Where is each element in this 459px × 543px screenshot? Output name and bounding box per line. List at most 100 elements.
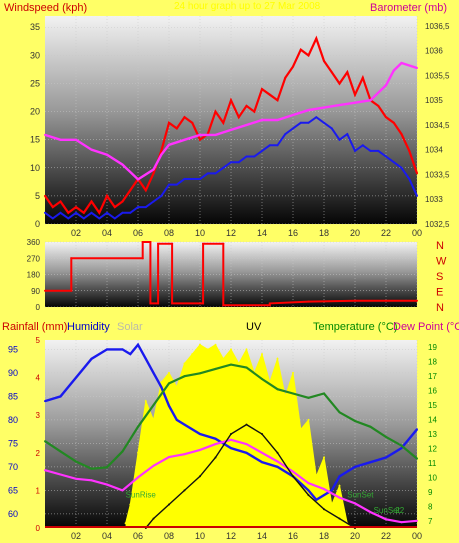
point-gust: [199, 138, 201, 141]
point-dewpoint: [400, 521, 403, 524]
point-dewpoint: [338, 496, 341, 499]
point-humidity: [315, 498, 318, 501]
point-gust: [183, 116, 186, 119]
point-solar: [183, 362, 186, 365]
x-tick-label: 14: [257, 531, 267, 541]
humidity-y-tick-label: 70: [8, 462, 18, 472]
wind-series-group: [44, 35, 419, 220]
point-baro: [106, 153, 108, 156]
wind-x-axis: 02 04 06 08 10 12 14 16 18 20 22 00: [71, 228, 422, 238]
point-baro: [214, 133, 217, 136]
point-gust: [276, 99, 279, 102]
point-speed: [106, 211, 108, 214]
point-gust: [237, 116, 240, 119]
compass-label: E: [436, 287, 443, 299]
rain-y-tick-label: 0: [36, 524, 41, 533]
point-dir: [268, 304, 271, 307]
x-tick-label: 22: [381, 228, 391, 238]
x-tick-label: 18: [319, 531, 329, 541]
direction-y-tick-label: 180: [27, 271, 41, 280]
point-uv: [323, 508, 325, 511]
x-tick-label: 16: [288, 228, 298, 238]
point-speed: [160, 194, 163, 197]
point-speed: [44, 211, 46, 214]
point-speed: [416, 194, 418, 197]
point-humidity: [44, 400, 46, 403]
point-gust: [338, 82, 341, 85]
baro-y-tick-label: 1034: [425, 146, 443, 155]
x-tick-label: 16: [288, 531, 298, 541]
point-dewpoint: [307, 482, 310, 485]
temperature-y-tick-label: 10: [428, 473, 437, 482]
point-speed: [121, 211, 124, 214]
point-baro: [137, 178, 139, 181]
point-speed: [129, 211, 132, 214]
point-speed: [307, 121, 310, 124]
x-tick-label: 08: [164, 531, 174, 541]
point-temperature: [354, 420, 356, 422]
point-solar: [338, 484, 341, 487]
point-uv: [183, 489, 186, 492]
baro-y-tick-label: 1034,5: [425, 121, 450, 130]
point-speed: [222, 166, 225, 169]
point-speed: [214, 172, 217, 175]
point-humidity: [369, 461, 372, 464]
compass-label: W: [436, 256, 447, 268]
temperature-y-tick-label: 11: [428, 459, 437, 468]
series-humidity: [44, 342, 418, 502]
point-humidity: [75, 376, 77, 379]
humidity-left-axis: 60 65 70 75 80 85 90 95: [8, 344, 18, 519]
point-humidity: [152, 371, 155, 374]
point-temperature: [323, 392, 325, 395]
temperature-right-axis: 7 8 9 10 11 12 13 14 15 16 17 18 19: [428, 343, 437, 526]
temperature-y-tick-label: 15: [428, 401, 437, 410]
point-gust: [90, 200, 93, 203]
legend-dewpoint: Dew Point (°C): [393, 321, 459, 333]
point-baro: [307, 109, 310, 112]
point-speed: [284, 133, 287, 136]
point-dewpoint: [137, 476, 139, 479]
point-solar: [284, 395, 287, 398]
point-temperature: [292, 392, 294, 395]
point-gust: [175, 127, 178, 130]
point-temperature: [307, 396, 310, 399]
point-speed: [392, 161, 395, 164]
temperature-y-tick-label: 12: [428, 444, 437, 453]
point-humidity: [59, 395, 62, 398]
point-temperature: [90, 467, 93, 470]
point-gust: [106, 194, 108, 197]
point-humidity: [129, 353, 132, 356]
point-speed: [113, 217, 116, 220]
temperature-y-tick-label: 18: [428, 358, 437, 367]
wind-y-tick-label: 5: [35, 191, 40, 201]
point-dewpoint: [230, 438, 232, 441]
barometer-title: Barometer (mb): [370, 2, 447, 14]
point-gust: [416, 172, 418, 175]
point-speed: [385, 155, 387, 158]
baro-y-tick-label: 1036,5: [425, 22, 450, 31]
direction-grid: [45, 241, 418, 308]
point-humidity: [323, 494, 325, 497]
point-baro: [230, 128, 232, 131]
rain-y-tick-label: 3: [36, 411, 41, 420]
point-dir: [70, 289, 73, 292]
x-tick-label: 04: [102, 531, 112, 541]
point-dewpoint: [59, 473, 62, 476]
direction-left-axis: 0 90 180 270 360: [27, 238, 41, 312]
point-gust: [284, 76, 287, 79]
point-temperature: [44, 440, 46, 443]
x-tick-label: 10: [195, 531, 205, 541]
point-uv: [214, 456, 217, 459]
point-gust: [59, 200, 62, 203]
point-dir: [354, 299, 356, 302]
point-speed: [199, 178, 201, 180]
point-solar: [307, 418, 310, 421]
point-gust: [191, 121, 194, 124]
rain-y-tick-label: 2: [36, 449, 41, 458]
point-dir: [202, 242, 205, 245]
point-gust: [214, 110, 217, 113]
point-baro: [183, 138, 186, 141]
point-temperature: [385, 435, 387, 438]
point-baro: [392, 69, 395, 72]
point-uv: [230, 433, 232, 435]
